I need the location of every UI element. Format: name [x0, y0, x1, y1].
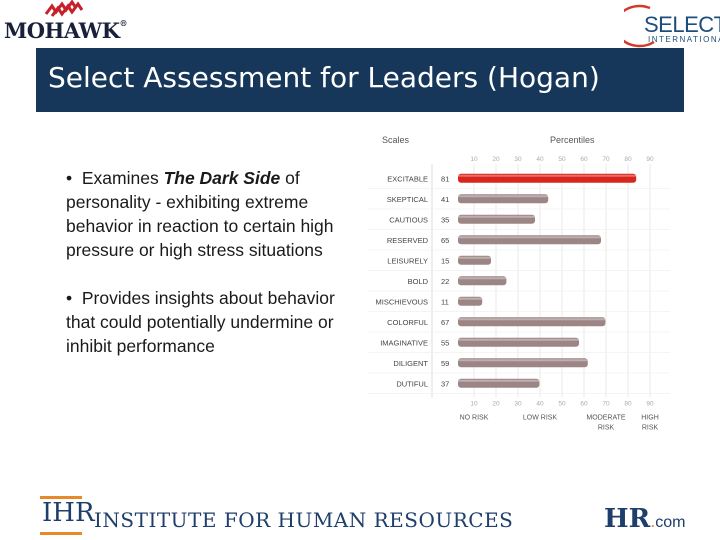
chart-bar-highlight	[458, 318, 606, 321]
chart-risk-label: HIGH	[641, 415, 659, 422]
chart-bar	[458, 276, 507, 286]
chart-bar-highlight	[458, 359, 588, 362]
title-bar: Select Assessment for Leaders (Hogan)	[36, 48, 684, 112]
chart-category-label: COLORFUL	[387, 318, 428, 327]
chart-bar	[458, 214, 535, 224]
chart-bar	[458, 194, 549, 204]
chart-value-label: 35	[441, 215, 449, 224]
chart-value-label: 59	[441, 359, 449, 368]
chart-risk-label: MODERATE	[586, 415, 625, 422]
hrcom-logo: HR.com	[604, 504, 704, 536]
chart-tick-bottom: 50	[558, 401, 566, 408]
hrcom-suffix: com	[655, 514, 686, 531]
chart-bar	[458, 173, 637, 183]
chart-value-label: 11	[441, 297, 449, 306]
chart-bar	[458, 296, 483, 306]
chart-tick-bottom: 70	[602, 401, 610, 408]
select-international-logo: SELECT INTERNATIONAL	[624, 2, 720, 48]
chart-tick-top: 50	[558, 156, 566, 163]
chart-bar	[458, 317, 606, 327]
chart-risk-label: NO RISK	[460, 415, 489, 422]
chart-category-label: BOLD	[408, 277, 429, 286]
chart-bar	[458, 358, 588, 368]
chart-bar-highlight	[458, 174, 637, 177]
chart-tick-bottom: 80	[624, 401, 632, 408]
chart-tick-bottom: 60	[580, 401, 588, 408]
chart-value-label: 37	[441, 379, 449, 388]
bullet-1-emphasis: The Dark Side	[163, 168, 281, 188]
chart-category-label: CAUTIOUS	[389, 215, 428, 224]
chart-value-label: 15	[441, 256, 449, 265]
chart-category-label: EXCITABLE	[387, 174, 428, 183]
bullet-2-text: Provides insights about behavior that co…	[66, 288, 335, 356]
chart-risk-label-line2: RISK	[598, 425, 615, 432]
chart-tick-top: 70	[602, 156, 610, 163]
chart-scales-header: Scales	[382, 135, 410, 145]
ihr-bar-bottom	[40, 532, 82, 535]
select-wordmark: SELECT	[644, 12, 720, 37]
chart-tick-bottom: 90	[646, 401, 654, 408]
chart-tick-bottom: 30	[514, 401, 522, 408]
chart-category-label: DUTIFUL	[396, 379, 428, 388]
chart-bar	[458, 235, 601, 245]
bullet-1-prefix: Examines	[81, 168, 164, 188]
chart-tick-top: 10	[470, 156, 478, 163]
chart-tick-top: 20	[492, 156, 500, 163]
chart-value-label: 65	[441, 236, 449, 245]
chart-tick-top: 80	[624, 156, 632, 163]
chart-category-label: RESERVED	[387, 236, 429, 245]
bullet-list: • Examines The Dark Side of personality …	[66, 166, 338, 382]
chart-value-label: 81	[441, 174, 449, 183]
hrcom-dot: .	[650, 511, 656, 531]
chart-bar-highlight	[458, 215, 535, 218]
hogan-dark-side-chart: Scales Percentiles 10 10 20 20 30 30 40 40 50 50 60 6…	[368, 135, 670, 432]
chart-bar-highlight	[458, 195, 549, 198]
mohawk-name: MOHAWK	[4, 18, 120, 43]
chart-tick-bottom: 10	[470, 401, 478, 408]
chart-tick-bottom: 20	[492, 401, 500, 408]
chart-tick-top: 30	[514, 156, 522, 163]
bullet-dark-side: • Examines The Dark Side of personality …	[66, 168, 334, 260]
chart-category-label: SKEPTICAL	[387, 195, 428, 204]
chart-value-label: 41	[441, 195, 449, 204]
chart-value-label: 22	[441, 277, 449, 286]
chart-bar-highlight	[458, 256, 491, 259]
chart-tick-top: 90	[646, 156, 654, 163]
slide-title: Select Assessment for Leaders (Hogan)	[48, 61, 600, 94]
chart-value-label: 67	[441, 318, 449, 327]
chart-bar-highlight	[458, 379, 540, 382]
chart-value-label: 55	[441, 338, 449, 347]
chart-category-label: LEISURELY	[387, 256, 428, 265]
bullet-insights: • Provides insights about behavior that …	[66, 288, 335, 356]
ihr-mark: IHR	[42, 498, 95, 528]
mohawk-logo: MOHAWK®	[4, 0, 136, 44]
chart-bar-highlight	[458, 236, 601, 239]
mohawk-wordmark: MOHAWK®	[4, 18, 127, 43]
registered-icon: ®	[119, 18, 127, 28]
chart-category-label: IMAGINATIVE	[380, 338, 428, 347]
chart-tick-top: 40	[536, 156, 544, 163]
chart-bar	[458, 378, 540, 388]
chart-bar	[458, 337, 579, 347]
chart-bar-highlight	[458, 338, 579, 341]
bullet-1-rest: of personality - exhibiting extreme beha…	[66, 168, 334, 260]
select-swoosh-icon	[624, 4, 655, 48]
chart-category-label: DILIGENT	[393, 359, 428, 368]
ihr-logo: IHR INSTITUTE FOR HUMAN RESOURCES	[40, 494, 513, 538]
chart-bar-highlight	[458, 297, 483, 300]
select-subtitle: INTERNATIONAL	[648, 35, 720, 44]
chart-bar	[458, 255, 491, 265]
mohawk-zigzag-icon	[44, 0, 84, 17]
chart-risk-label-line2: RISK	[642, 425, 659, 432]
chart-risk-label: LOW RISK	[523, 415, 558, 422]
chart-percentiles-header: Percentiles	[550, 135, 595, 145]
ihr-bar-top	[40, 496, 82, 499]
chart-tick-bottom: 40	[536, 401, 544, 408]
chart-category-label: MISCHIEVOUS	[375, 297, 428, 306]
ihr-name: INSTITUTE FOR HUMAN RESOURCES	[94, 508, 514, 532]
hrcom-mark: HR	[604, 504, 651, 534]
chart-bar-highlight	[458, 277, 507, 280]
chart-tick-top: 60	[580, 156, 588, 163]
